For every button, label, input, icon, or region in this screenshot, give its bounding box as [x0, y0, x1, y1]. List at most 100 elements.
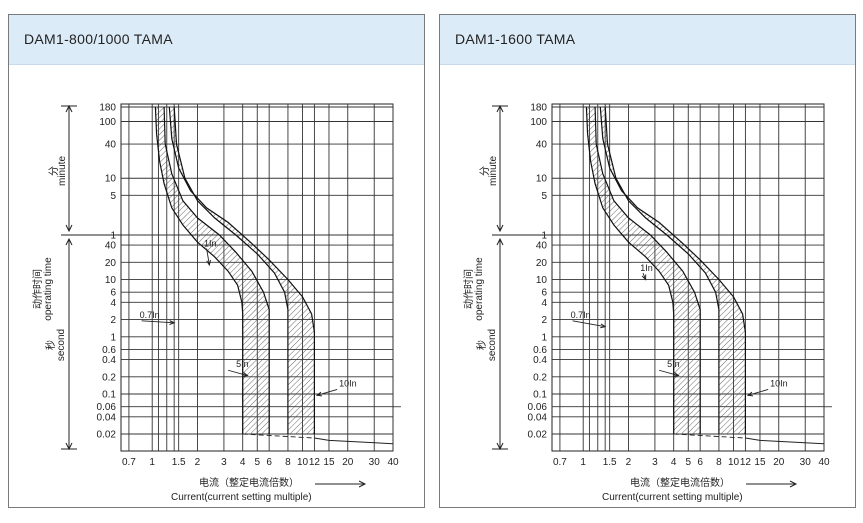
y-label-second-cn: 秒 — [44, 340, 57, 350]
y-tick-label-second: 4 — [110, 298, 116, 309]
tail-dashed — [673, 433, 746, 439]
y-tick-label-minute: 10 — [105, 174, 117, 185]
x-tick-label: 2 — [626, 457, 632, 468]
y-label-second-en: second — [487, 329, 498, 361]
annotation-label: 10In — [339, 378, 357, 388]
panel-header: DAM1-800/1000 TAMA — [9, 15, 424, 65]
x-tick-label: 1 — [149, 457, 155, 468]
y-tick-label-second: 6 — [541, 288, 547, 299]
trip-curve-chart: 18010040105140201064210.60.40.20.10.060.… — [462, 103, 832, 503]
x-tick-label: 2 — [195, 457, 201, 468]
y-label-second-en: second — [56, 329, 67, 361]
x-tick-label: 1.5 — [603, 457, 617, 468]
x-tick-label: 5 — [685, 457, 691, 468]
y-label-minute-cn: 分 — [479, 166, 491, 176]
x-tick-label: 30 — [369, 457, 381, 468]
minute-bracket-arrow — [65, 224, 73, 233]
hatched-band-2 — [169, 107, 315, 434]
y-tick-label-second: 0.06 — [528, 402, 548, 413]
tail-dashed — [242, 433, 315, 439]
x-tick-label: 20 — [773, 457, 785, 468]
y-tick-label-second: 0.04 — [528, 412, 548, 423]
annotation-arrow — [206, 259, 211, 267]
hatched-band-1 — [586, 107, 701, 434]
y-tick-label-second: 2 — [110, 315, 116, 326]
y-label-minute-en: minute — [57, 156, 68, 186]
x-tick-label: 30 — [800, 457, 812, 468]
x-tick-label: 3 — [221, 457, 227, 468]
x-tick-label: 5 — [254, 457, 260, 468]
x-tick-label: 12 — [309, 457, 321, 468]
y-tick-label-second: 0.02 — [97, 430, 117, 441]
annotation-arrow — [600, 323, 607, 329]
y-tick-label-minute: 10 — [536, 174, 548, 185]
x-label-arrow-head — [789, 480, 798, 488]
y-tick-label-minute: 100 — [99, 117, 116, 128]
y-tick-label-second: 0.1 — [533, 389, 547, 400]
y-tick-label-second: 0.4 — [102, 355, 116, 366]
y-tick-label-second: 0.4 — [533, 355, 547, 366]
y-label-second-cn: 秒 — [475, 340, 488, 350]
panel-title: DAM1-1600 TAMA — [455, 31, 576, 47]
panel-header: DAM1-1600 TAMA — [440, 15, 855, 65]
x-tick-label: 40 — [818, 457, 830, 468]
y-tick-label-minute: 180 — [99, 103, 116, 114]
x-tick-label: 8 — [285, 457, 291, 468]
y-tick-label-second: 1 — [541, 332, 547, 343]
y-tick-label-minute: 40 — [105, 140, 117, 151]
panel-title: DAM1-800/1000 TAMA — [24, 31, 173, 47]
minute-bracket-arrow — [496, 224, 504, 233]
x-tick-label: 0.7 — [553, 457, 567, 468]
x-label-en: Current(current setting multiple) — [171, 492, 312, 503]
annotation-leader — [747, 389, 769, 396]
chart-panel-1: DAM1-800/1000 TAMA 180 100 40 10 5 1 40 20 10 6 4 2… — [8, 14, 425, 508]
y-tick-label-second: 10 — [105, 275, 117, 286]
annotation-arrow — [641, 274, 647, 281]
trip-curve-upper — [599, 106, 746, 434]
trip-curve-mid — [594, 106, 701, 434]
x-tick-label: 6 — [266, 457, 272, 468]
x-label-cn: 电流（整定电流倍数） — [630, 476, 730, 489]
trip-curve-mid2 — [173, 106, 289, 434]
annotation-arrow — [242, 372, 249, 377]
annotation-label: 1In — [204, 238, 217, 248]
trip-curve-upper — [168, 106, 315, 434]
y-label-minute-en: minute — [488, 156, 499, 186]
trip-curve-lower — [154, 106, 244, 434]
x-tick-label: 6 — [697, 457, 703, 468]
y-tick-label-second: 0.1 — [102, 389, 116, 400]
y-tick-label-second: 0.6 — [533, 345, 547, 356]
annotation-label: 10In — [770, 378, 788, 388]
y-tick-label-minute: 1 — [541, 231, 547, 242]
x-tick-label: 10 — [728, 457, 740, 468]
x-tick-label: 12 — [740, 457, 752, 468]
tail-line — [314, 437, 394, 445]
x-label-cn: 电流（整定电流倍数） — [199, 476, 299, 489]
x-tick-label: 20 — [342, 457, 354, 468]
hatched-band-1 — [155, 107, 270, 434]
trip-curve-mid — [163, 106, 270, 434]
y-label-time-cn: 动作时间 — [462, 269, 475, 309]
annotation-leader — [141, 320, 175, 324]
tail-line — [745, 437, 825, 445]
y-tick-label-second: 2 — [541, 315, 547, 326]
y-tick-label-minute: 180 — [530, 103, 547, 114]
y-tick-label-second: 0.02 — [528, 430, 548, 441]
annotation-label: 1In — [640, 263, 653, 273]
y-tick-label-minute: 5 — [541, 191, 547, 202]
trip-curve-lower — [585, 106, 675, 434]
y-tick-label-second: 40 — [536, 241, 548, 252]
annotation-leader — [228, 369, 248, 376]
annotation-leader — [572, 320, 606, 328]
x-label-en: Current(current setting multiple) — [602, 492, 743, 503]
second-bracket-arrow — [65, 237, 73, 246]
y-tick-label-minute: 40 — [536, 140, 548, 151]
x-tick-label: 3 — [652, 457, 658, 468]
y-tick-label-minute: 5 — [110, 191, 116, 202]
y-label-minute-cn: 分 — [48, 166, 60, 176]
annotation-arrow — [169, 320, 176, 325]
annotation-label: 5In — [236, 359, 249, 369]
annotation-arrow — [746, 391, 754, 397]
annotation-leader — [206, 248, 210, 265]
y-tick-label-second: 6 — [110, 288, 116, 299]
